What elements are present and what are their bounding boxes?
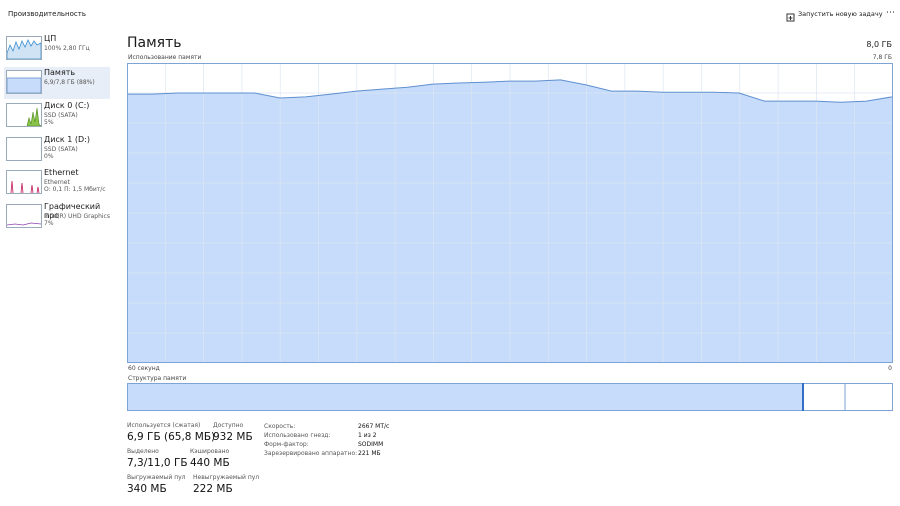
sidebar-item[interactable]: Графический про Intel(R) UHD Graphics 7%	[4, 201, 110, 233]
stat-label: Невыгружаемый пул	[193, 474, 260, 481]
thumbnail-graph	[6, 222, 42, 225]
total-memory: 8,0 ГБ	[866, 40, 892, 49]
sidebar-detail: Intel(R) UHD Graphics	[44, 212, 110, 220]
graph-max: 7,8 ГБ	[872, 54, 892, 61]
sidebar-detail: Ethernet	[44, 179, 70, 186]
stat-value: 440 МБ	[190, 457, 230, 469]
stat-label: Выгружаемый пул	[127, 474, 186, 481]
sidebar-detail: 0%	[44, 152, 54, 160]
sidebar-thumbnail	[6, 136, 42, 161]
sidebar-thumbnail	[6, 69, 42, 94]
app-title: Производительность	[8, 10, 86, 18]
sidebar-detail: SSD (SATA)	[44, 145, 78, 153]
sidebar-name: Графический про	[44, 201, 101, 220]
sidebar-detail: О: 0,1 П: 1,5 Мбит/с	[44, 186, 106, 193]
spec-value: 221 МБ	[358, 450, 381, 457]
icon	[786, 13, 795, 22]
sidebar-thumbnail	[6, 170, 42, 194]
stat-label: Используется (сжатая)	[127, 422, 201, 429]
sidebar-item[interactable]: Диск 0 (C:) SSD (SATA) 5%	[4, 100, 110, 132]
spec-value: 1 из 2	[358, 432, 377, 439]
spec-label: Форм-фактор:	[264, 441, 309, 448]
sidebar-name: Ethernet	[44, 168, 79, 177]
stat-label: Выделено	[127, 448, 159, 455]
sidebar-item[interactable]: ЦП 100% 2,80 ГГц	[4, 33, 110, 65]
usage-line	[127, 79, 893, 103]
spec-value: 2667 МТ/с	[358, 423, 390, 430]
stat-value: 340 МБ	[127, 483, 167, 495]
time-right: 0	[888, 365, 892, 372]
stat-value: 932 МБ	[213, 431, 253, 443]
sidebar-thumbnail	[6, 203, 42, 228]
sidebar-name: Память	[44, 67, 76, 77]
thumbnail-graph	[10, 180, 40, 194]
sidebar-name: ЦП	[44, 34, 57, 43]
composition-bar	[127, 383, 893, 411]
time-left: 60 секунд	[128, 365, 160, 372]
stat-label: Кэшировано	[190, 448, 230, 455]
new-task-button[interactable]: Запустить новую задачу	[798, 10, 883, 18]
graph-label: Использование памяти	[128, 54, 202, 61]
thumbnail-graph	[7, 138, 41, 160]
stat-value: 7,3/11,0 ГБ	[127, 457, 188, 469]
sidebar-item[interactable]: Диск 1 (D:) SSD (SATA) 0%	[4, 134, 110, 166]
sidebar-name: Диск 1 (D:)	[44, 134, 90, 144]
sidebar-detail: 5%	[44, 119, 54, 126]
spec-label: Скорость:	[264, 423, 296, 430]
new-task-icon[interactable]	[786, 8, 796, 22]
thumbnail-graph	[26, 107, 42, 127]
sidebar-detail: 7%	[44, 219, 54, 227]
thumbnail-graph	[6, 77, 42, 93]
stat-label: Доступно	[213, 422, 244, 429]
thumbnail-graph	[6, 39, 42, 60]
sidebar-detail: SSD (SATA)	[44, 112, 78, 119]
spec-value: SODIMM	[358, 441, 384, 448]
page-title: Память	[127, 35, 182, 51]
stat-value: 6,9 ГБ (65,8 МБ)	[127, 431, 216, 443]
sidebar-thumbnail	[6, 36, 42, 60]
sidebar-detail: 6,9/7,8 ГБ (88%)	[44, 78, 95, 86]
in-use-segment	[127, 383, 804, 411]
more-button[interactable]: ⋯	[886, 8, 895, 18]
sidebar-detail: 100% 2,80 ГГц	[44, 45, 90, 52]
stat-value: 222 МБ	[193, 483, 233, 495]
sidebar-item[interactable]: Память 6,9/7,8 ГБ (88%)	[4, 66, 110, 99]
spec-label: Использовано гнезд:	[264, 432, 331, 439]
spec-label: Зарезервировано аппаратно:	[264, 450, 358, 457]
sidebar-item[interactable]: Ethernet Ethernet О: 0,1 П: 1,5 Мбит/с	[4, 167, 110, 199]
sidebar-name: Диск 0 (C:)	[44, 101, 90, 110]
memory-graph	[127, 63, 893, 363]
composition-label: Структура памяти	[128, 375, 187, 382]
graph-frame	[127, 63, 893, 363]
sidebar-thumbnail	[6, 103, 42, 127]
